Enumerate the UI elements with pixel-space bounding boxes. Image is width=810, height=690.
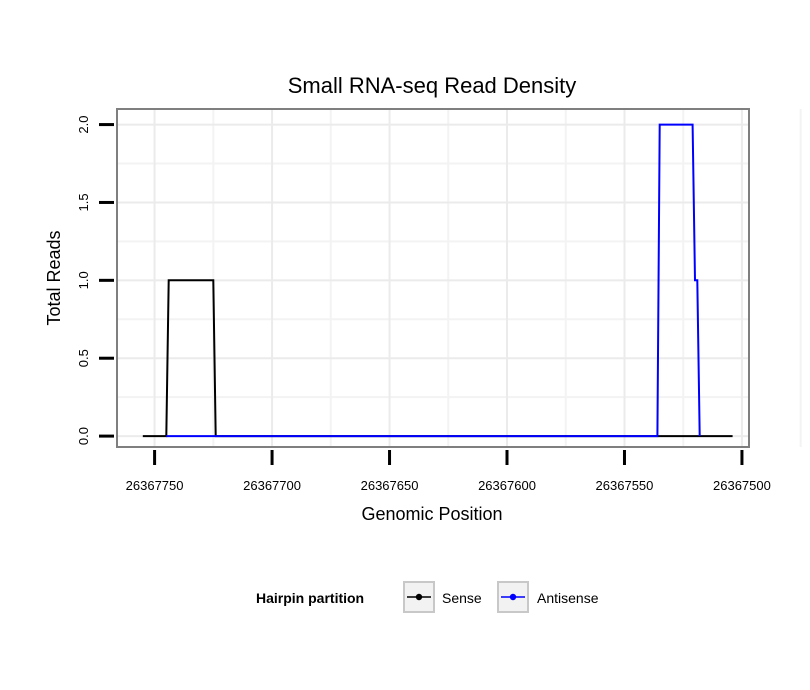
x-tick-label: 26367550 [596, 478, 654, 493]
chart-title: Small RNA-seq Read Density [288, 73, 577, 98]
plot-border [116, 108, 750, 448]
legend-label-sense: Sense [442, 590, 482, 606]
y-axis: 0.0 0.5 1.0 1.5 2.0 [76, 116, 114, 445]
legend: Hairpin partition Sense Antisense [256, 581, 599, 613]
x-axis: 26367750 26367700 26367650 26367600 26367550… [126, 450, 771, 493]
legend-label-antisense: Antisense [537, 590, 599, 606]
x-tick-label: 26367750 [126, 478, 184, 493]
y-tick-label: 0.5 [76, 349, 91, 367]
legend-marker-antisense [509, 593, 517, 601]
x-tick-label: 26367650 [361, 478, 419, 493]
x-axis-title: Genomic Position [361, 504, 502, 524]
y-tick-label: 1.5 [76, 193, 91, 211]
y-tick-label: 2.0 [76, 116, 91, 134]
y-tick-label: 1.0 [76, 271, 91, 289]
legend-title: Hairpin partition [256, 590, 364, 606]
x-tick-label: 26367500 [713, 478, 771, 493]
x-tick-label: 26367600 [478, 478, 536, 493]
legend-item-sense[interactable]: Sense [403, 581, 482, 613]
x-tick-label: 26367700 [243, 478, 301, 493]
legend-item-antisense[interactable]: Antisense [497, 581, 599, 613]
y-axis-title: Total Reads [44, 230, 64, 325]
y-tick-label: 0.0 [76, 427, 91, 445]
legend-marker-sense [415, 593, 423, 601]
series-line-antisense [166, 123, 701, 438]
series-layer [142, 123, 733, 438]
